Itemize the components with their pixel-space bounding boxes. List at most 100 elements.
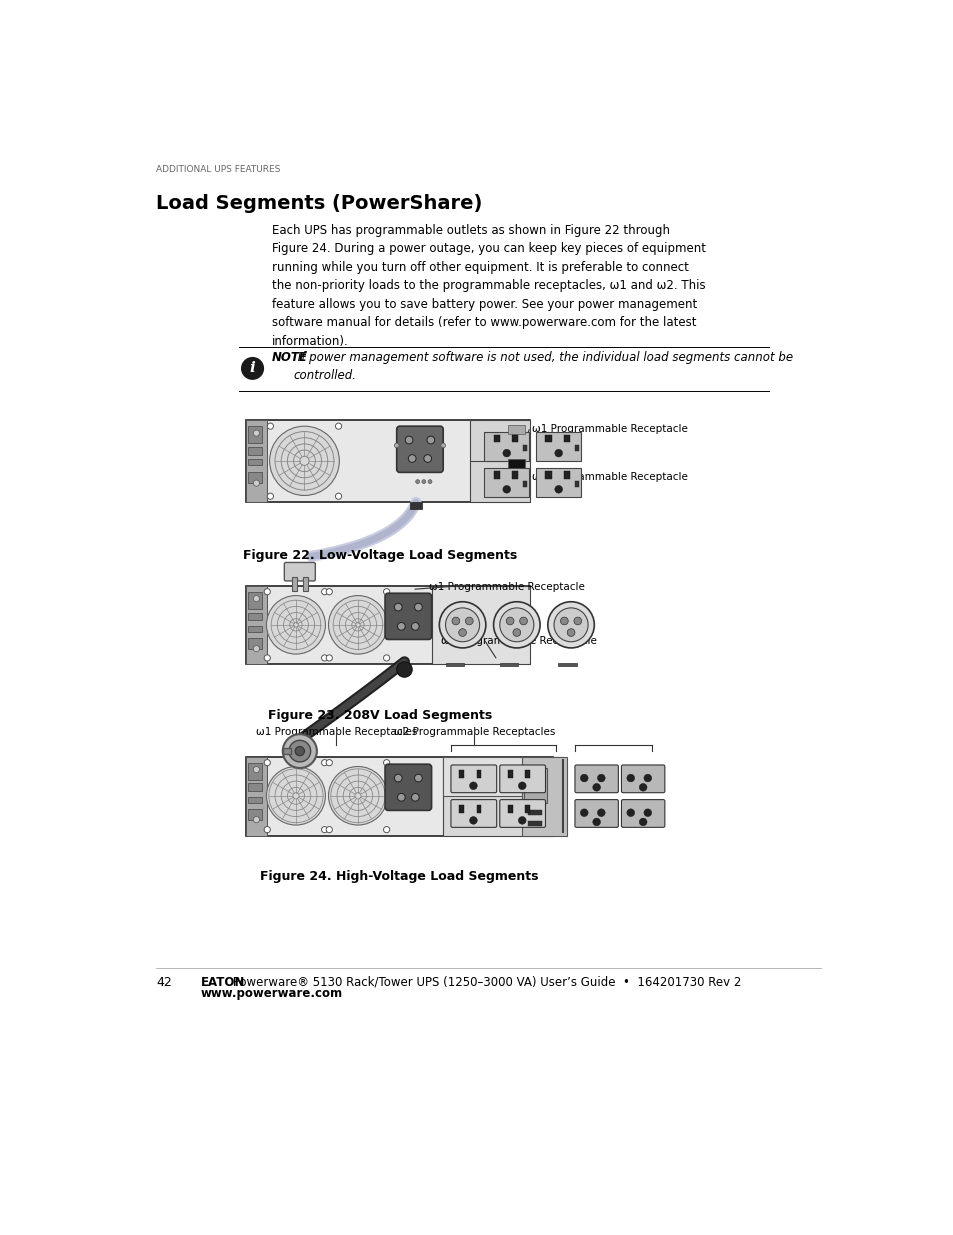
Circle shape: [427, 436, 435, 443]
FancyBboxPatch shape: [575, 799, 618, 827]
Bar: [303, 577, 307, 592]
Bar: [245, 585, 267, 664]
Circle shape: [321, 760, 328, 766]
Bar: [512, 471, 517, 478]
Bar: [443, 757, 553, 836]
Circle shape: [428, 479, 432, 484]
Circle shape: [321, 826, 328, 832]
Bar: [575, 480, 578, 487]
Bar: [563, 471, 570, 478]
Circle shape: [502, 450, 510, 457]
Circle shape: [394, 443, 398, 448]
Circle shape: [579, 809, 587, 816]
Bar: [525, 771, 530, 778]
Bar: [248, 763, 261, 779]
Circle shape: [493, 601, 539, 648]
Bar: [248, 638, 261, 648]
Circle shape: [416, 479, 419, 484]
Circle shape: [555, 450, 562, 457]
FancyBboxPatch shape: [499, 799, 545, 827]
Bar: [493, 471, 499, 478]
Circle shape: [513, 629, 520, 636]
Circle shape: [626, 774, 634, 782]
Circle shape: [554, 608, 587, 642]
FancyBboxPatch shape: [451, 764, 497, 793]
Bar: [522, 480, 526, 487]
Bar: [248, 797, 261, 803]
Circle shape: [394, 774, 402, 782]
Circle shape: [465, 618, 473, 625]
Circle shape: [264, 826, 270, 832]
Circle shape: [328, 595, 387, 655]
Circle shape: [326, 826, 332, 832]
Circle shape: [517, 782, 525, 789]
Circle shape: [445, 608, 479, 642]
Bar: [245, 420, 267, 503]
Circle shape: [405, 436, 413, 443]
Bar: [545, 435, 551, 442]
Circle shape: [253, 595, 259, 601]
Circle shape: [560, 618, 568, 625]
Circle shape: [253, 816, 259, 823]
Circle shape: [266, 767, 325, 825]
Circle shape: [592, 783, 599, 792]
Bar: [523, 768, 546, 803]
Circle shape: [639, 818, 646, 826]
Circle shape: [267, 424, 274, 430]
Text: ω2 Programmable Receptacles: ω2 Programmable Receptacles: [393, 727, 555, 737]
Circle shape: [282, 734, 316, 768]
Circle shape: [597, 774, 604, 782]
Bar: [431, 585, 530, 664]
Bar: [282, 748, 291, 755]
Circle shape: [397, 622, 405, 630]
FancyBboxPatch shape: [451, 799, 497, 827]
Bar: [245, 757, 553, 836]
Circle shape: [639, 783, 646, 792]
Text: Figure 23. 208V Load Segments: Figure 23. 208V Load Segments: [267, 709, 491, 721]
Circle shape: [411, 793, 418, 802]
Circle shape: [264, 655, 270, 661]
Bar: [245, 420, 530, 503]
Circle shape: [253, 767, 259, 773]
Circle shape: [267, 493, 274, 499]
Bar: [536, 468, 580, 496]
Circle shape: [555, 485, 562, 493]
Circle shape: [289, 740, 311, 762]
Circle shape: [253, 646, 259, 652]
Bar: [248, 613, 261, 620]
Text: Each UPS has programmable outlets as shown in Figure 22 through
Figure 24. Durin: Each UPS has programmable outlets as sho…: [272, 224, 705, 348]
Circle shape: [423, 454, 431, 462]
Circle shape: [626, 809, 634, 816]
Text: ω1 Programmable Receptacle: ω1 Programmable Receptacle: [532, 424, 687, 433]
Circle shape: [411, 622, 418, 630]
Circle shape: [383, 589, 390, 595]
Text: ω1 Programmable Receptacles: ω1 Programmable Receptacles: [255, 727, 416, 737]
Circle shape: [519, 618, 527, 625]
Text: Figure 22. Low-Voltage Load Segments: Figure 22. Low-Voltage Load Segments: [242, 548, 517, 562]
Text: Figure 24. High-Voltage Load Segments: Figure 24. High-Voltage Load Segments: [259, 871, 537, 883]
Bar: [528, 810, 542, 815]
Bar: [292, 577, 296, 592]
Circle shape: [383, 655, 390, 661]
Circle shape: [383, 826, 390, 832]
Bar: [459, 771, 464, 778]
Text: Load Segments (PowerShare): Load Segments (PowerShare): [156, 194, 482, 214]
Circle shape: [335, 493, 341, 499]
Bar: [536, 431, 580, 461]
Circle shape: [421, 479, 425, 484]
Text: 42: 42: [156, 976, 172, 989]
Circle shape: [335, 424, 341, 430]
Circle shape: [517, 816, 525, 824]
Circle shape: [499, 608, 534, 642]
Text: If power management software is not used, the individual load segments cannot be: If power management software is not used…: [294, 352, 792, 383]
Text: i: i: [250, 362, 255, 375]
Circle shape: [241, 358, 263, 379]
Circle shape: [502, 485, 510, 493]
FancyBboxPatch shape: [575, 764, 618, 793]
Circle shape: [469, 816, 476, 824]
Bar: [476, 771, 480, 778]
Text: ω1 Programmable Receptacle: ω1 Programmable Receptacle: [429, 582, 584, 592]
Bar: [248, 426, 261, 443]
Circle shape: [253, 430, 259, 436]
Circle shape: [397, 793, 405, 802]
